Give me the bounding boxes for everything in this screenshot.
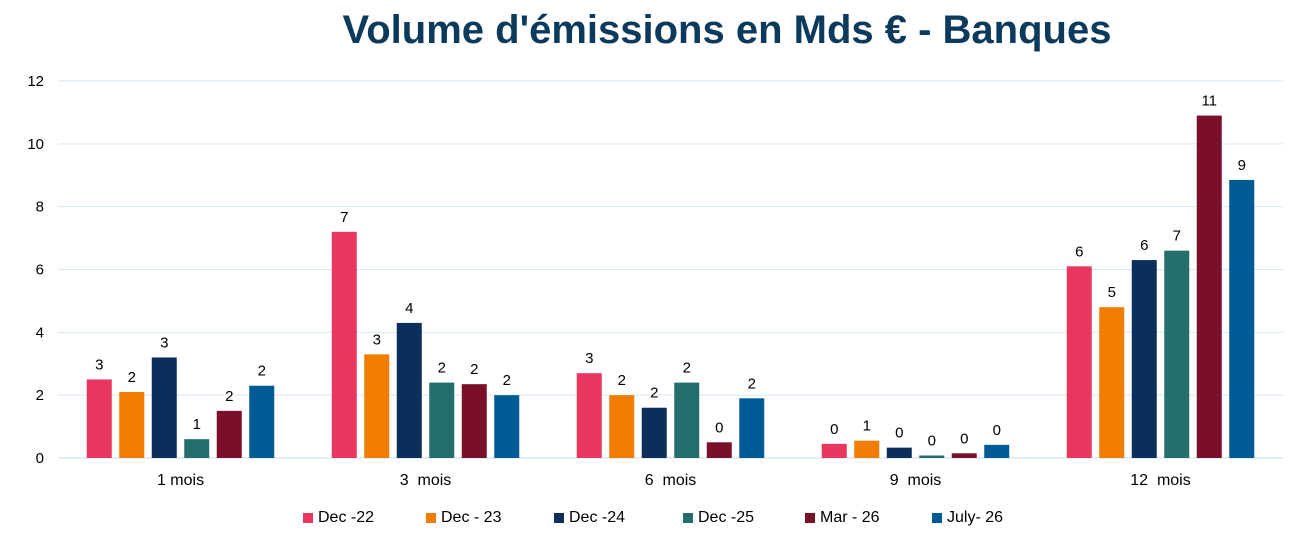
legend-item: Dec - 23 — [426, 509, 501, 527]
data-label: 2 — [618, 372, 626, 389]
legend-label: Dec -22 — [318, 509, 375, 526]
y-tick-label: 12 — [27, 73, 44, 90]
data-label: 0 — [928, 432, 936, 449]
data-labels: 3 2 3 1 2 2 7 3 4 2 2 2 3 2 2 2 0 2 0 1 0 0 0 0 6 5 6 7 11 9 — [95, 93, 1246, 450]
data-label: 9 — [1238, 157, 1246, 174]
legend-swatch — [554, 513, 564, 523]
bar — [461, 384, 487, 458]
data-label: 2 — [258, 363, 266, 380]
legend-swatch — [426, 513, 436, 523]
legend-item: Dec -24 — [554, 509, 625, 527]
bar — [1164, 250, 1190, 458]
legend-label: Dec -24 — [569, 509, 626, 526]
data-label: 2 — [748, 375, 756, 392]
bar — [1131, 260, 1157, 458]
x-axis-ticks: 1 mois 3 mois 6 mois 9 mois 12 mois — [157, 472, 1191, 489]
data-label: 2 — [470, 361, 478, 378]
bar — [609, 395, 635, 458]
y-tick-label: 8 — [36, 199, 44, 216]
data-label: 3 — [160, 334, 168, 351]
data-label: 0 — [895, 425, 903, 442]
legend-swatch — [303, 513, 313, 523]
data-label: 0 — [960, 430, 968, 447]
legend-label: Mar - 26 — [820, 509, 880, 526]
data-label: 2 — [683, 360, 691, 377]
bar — [886, 447, 912, 458]
data-label: 0 — [993, 422, 1001, 439]
bar — [821, 443, 847, 458]
bar — [1066, 266, 1092, 458]
y-tick-label: 0 — [36, 450, 44, 467]
bar — [184, 439, 210, 458]
bar — [364, 354, 390, 458]
bar — [919, 455, 945, 458]
data-label: 4 — [405, 300, 413, 317]
bar — [494, 395, 520, 458]
data-label: 5 — [1108, 284, 1116, 301]
bar — [119, 392, 145, 458]
legend-item: Dec -22 — [303, 509, 374, 527]
legend-swatch — [932, 513, 942, 523]
bar — [249, 385, 275, 458]
data-label: 11 — [1201, 93, 1217, 110]
data-label: 7 — [340, 209, 348, 226]
bar — [576, 373, 602, 458]
bars — [86, 115, 1255, 458]
bar — [216, 410, 242, 458]
data-label: 2 — [128, 369, 136, 386]
bar — [706, 442, 732, 458]
bar — [396, 322, 422, 458]
bar — [674, 382, 700, 458]
bar — [951, 453, 977, 458]
legend-label: Dec -25 — [698, 509, 755, 526]
data-label: 6 — [1140, 237, 1148, 254]
data-label: 1 — [863, 418, 871, 435]
bar — [1099, 307, 1125, 458]
legend-item: Mar - 26 — [805, 509, 880, 527]
legend-swatch — [805, 513, 815, 523]
data-label: 3 — [95, 356, 103, 373]
y-tick-label: 2 — [36, 387, 44, 404]
bar — [984, 444, 1010, 458]
bar — [854, 440, 880, 458]
bar — [331, 231, 357, 458]
x-tick-label: 12 mois — [1130, 472, 1190, 489]
data-label: 0 — [715, 419, 723, 436]
x-tick-label: 6 mois — [645, 472, 697, 489]
data-label: 2 — [503, 372, 511, 389]
data-label: 2 — [438, 360, 446, 377]
y-tick-label: 4 — [36, 324, 44, 341]
data-label: 3 — [585, 350, 593, 367]
legend-label: July- 26 — [947, 509, 1004, 526]
data-label: 2 — [225, 388, 233, 405]
legend: Dec -22 Dec - 23 Dec -24 Dec -25 Mar - 26 Jul… — [0, 509, 1300, 531]
data-label: 6 — [1075, 243, 1083, 260]
legend-label: Dec - 23 — [441, 509, 502, 526]
legend-swatch — [683, 513, 693, 523]
bar — [1196, 115, 1222, 458]
x-tick-label: 3 mois — [400, 472, 452, 489]
bar — [739, 398, 765, 458]
bar — [641, 407, 667, 458]
chart-title: Volume d'émissions en Mds € - Banques — [342, 8, 1112, 52]
x-tick-label: 1 mois — [157, 472, 204, 489]
data-label: 3 — [373, 331, 381, 348]
x-tick-label: 9 mois — [890, 472, 942, 489]
bar — [1229, 179, 1255, 458]
data-label: 1 — [193, 416, 201, 433]
legend-item: July- 26 — [932, 509, 1003, 527]
data-label: 7 — [1173, 228, 1181, 245]
data-label: 0 — [830, 421, 838, 438]
bar — [151, 357, 177, 458]
y-tick-label: 10 — [27, 136, 44, 153]
legend-item: Dec -25 — [683, 509, 754, 527]
bar — [86, 379, 112, 458]
data-label: 2 — [650, 385, 658, 402]
y-tick-label: 6 — [36, 262, 44, 279]
bar — [429, 382, 455, 458]
y-axis-ticks: 0 2 4 6 8 10 12 — [27, 73, 44, 467]
